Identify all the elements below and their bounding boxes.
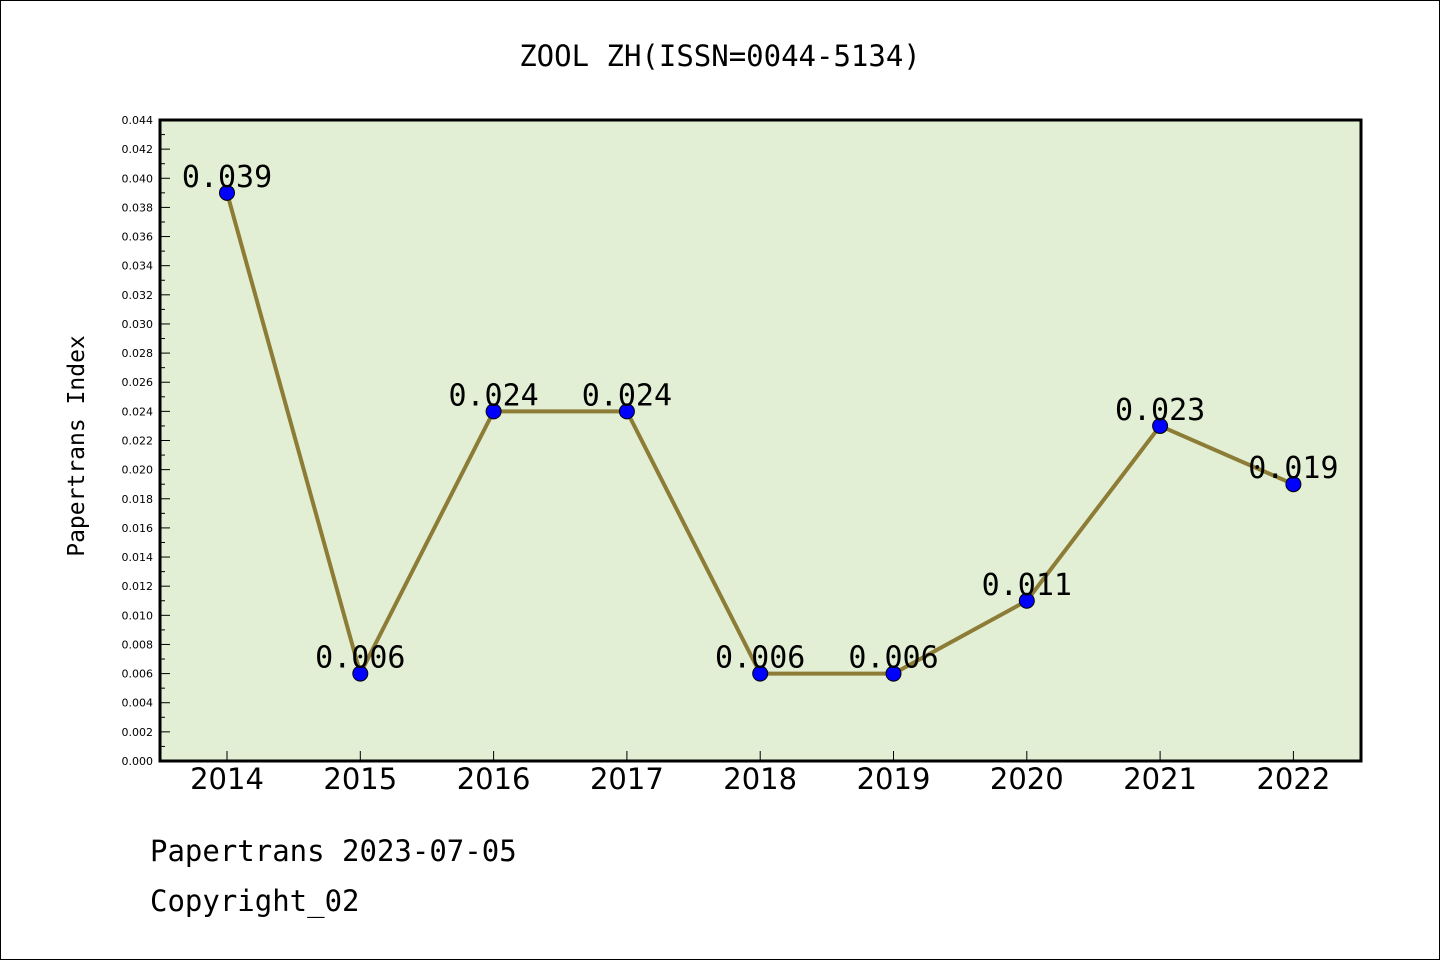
y-tick-label: 0.024 bbox=[122, 405, 154, 418]
data-label: 0.006 bbox=[848, 641, 938, 676]
y-tick-label: 0.018 bbox=[122, 493, 154, 506]
data-point bbox=[752, 665, 769, 682]
y-tick-label: 0.038 bbox=[122, 201, 154, 214]
y-axis: 0.000 0.002 0.004 0.006 0.008 0.010 0.012 0.014… bbox=[122, 114, 170, 768]
y-tick-label: 0.004 bbox=[122, 697, 154, 710]
y-tick-label: 0.014 bbox=[122, 551, 154, 564]
y-tick-label: 0.040 bbox=[122, 172, 154, 185]
y-tick-label: 0.026 bbox=[122, 376, 154, 389]
y-tick-label: 0.030 bbox=[122, 318, 154, 331]
y-tick-label: 0.032 bbox=[122, 289, 154, 302]
x-axis: 2014 2015 2016 2017 2018 2019 2020 2021 2022 bbox=[190, 751, 1330, 796]
data-point bbox=[1018, 592, 1035, 609]
data-point bbox=[618, 403, 635, 420]
y-tick-label: 0.006 bbox=[122, 668, 154, 681]
y-tick-label: 0.010 bbox=[122, 609, 154, 622]
plot-border bbox=[158, 118, 1363, 763]
y-tick-label: 0.002 bbox=[122, 726, 154, 739]
x-tick-label: 2018 bbox=[723, 762, 797, 796]
x-tick-label: 2015 bbox=[323, 762, 397, 796]
y-tick-label: 0.020 bbox=[122, 464, 154, 477]
data-point bbox=[1285, 476, 1302, 493]
data-point bbox=[485, 403, 502, 420]
plot-area bbox=[160, 120, 1361, 761]
data-label: 0.023 bbox=[1115, 393, 1205, 428]
y-tick-label: 0.016 bbox=[122, 522, 154, 535]
data-point bbox=[1152, 417, 1169, 434]
data-label: 0.019 bbox=[1248, 451, 1338, 486]
footer-copyright: Copyright_02 bbox=[150, 884, 360, 918]
data-point bbox=[219, 184, 235, 201]
series-line-group bbox=[219, 184, 1302, 682]
data-labels: 0.039 0.006 0.024 0.024 0.006 0.006 0.011 0.023… bbox=[182, 160, 1339, 676]
x-tick-label: 2022 bbox=[1256, 762, 1330, 796]
data-label: 0.039 bbox=[182, 160, 272, 195]
y-tick-label: 0.028 bbox=[122, 347, 154, 360]
data-label: 0.006 bbox=[315, 641, 405, 676]
x-tick-label: 2021 bbox=[1123, 762, 1197, 796]
data-label: 0.024 bbox=[582, 378, 672, 413]
y-tick-label: 0.000 bbox=[122, 755, 154, 768]
chart-title: ZOOL ZH(ISSN=0044-5134) bbox=[519, 39, 921, 73]
y-tick-label: 0.008 bbox=[122, 638, 154, 651]
data-label: 0.011 bbox=[982, 568, 1072, 603]
y-tick-label: 0.022 bbox=[122, 435, 154, 448]
data-point bbox=[352, 665, 369, 682]
y-tick-label: 0.034 bbox=[122, 260, 154, 273]
y-tick-label: 0.042 bbox=[122, 143, 154, 156]
x-tick-label: 2016 bbox=[457, 762, 531, 796]
data-label: 0.024 bbox=[448, 378, 538, 413]
x-tick-label: 2014 bbox=[190, 762, 264, 796]
y-tick-label: 0.012 bbox=[122, 580, 154, 593]
data-point bbox=[885, 665, 902, 682]
x-tick-label: 2017 bbox=[590, 762, 664, 796]
data-label: 0.006 bbox=[715, 641, 805, 676]
y-tick-label: 0.044 bbox=[122, 114, 154, 127]
footer-date: Papertrans 2023-07-05 bbox=[150, 834, 517, 868]
x-tick-label: 2020 bbox=[990, 762, 1064, 796]
x-tick-label: 2019 bbox=[857, 762, 931, 796]
y-axis-label: Papertrans Index bbox=[64, 335, 90, 557]
y-tick-label: 0.036 bbox=[122, 231, 154, 244]
